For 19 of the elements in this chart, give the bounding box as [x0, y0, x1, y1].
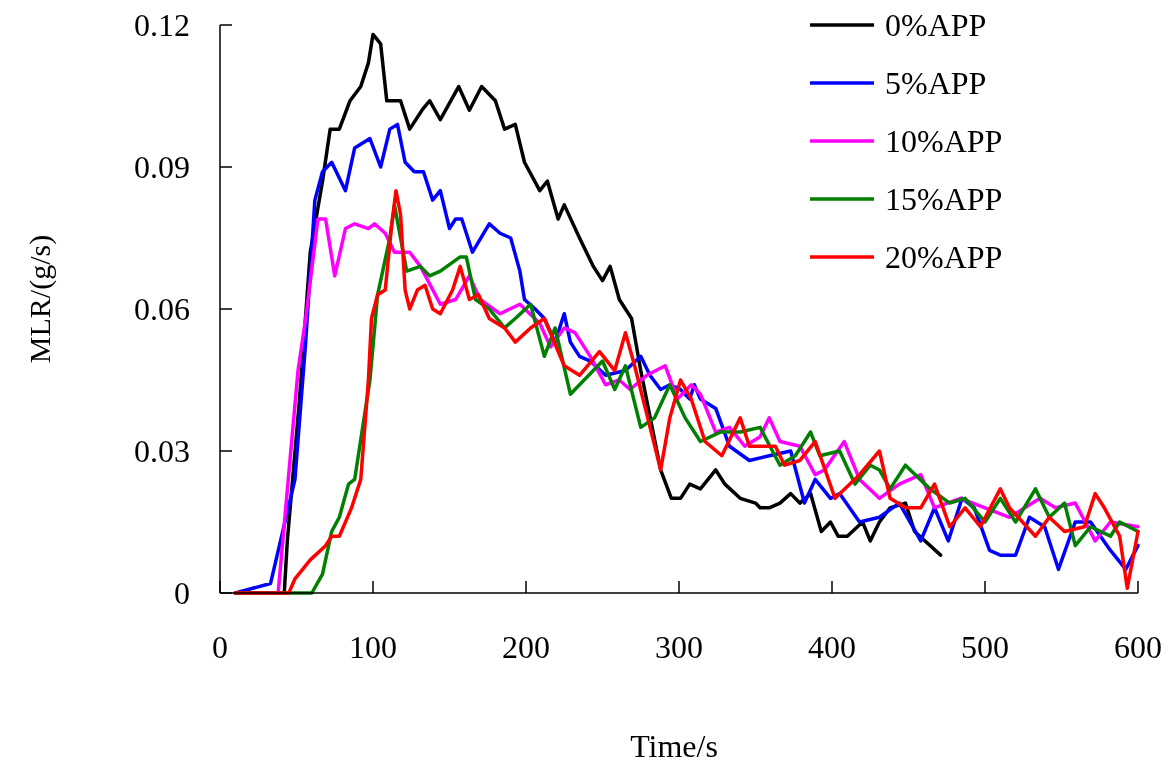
x-axis-title: Time/s: [630, 728, 718, 764]
x-tick-label: 400: [808, 629, 856, 665]
y-tick-label: 0: [174, 575, 190, 612]
x-tick-label: 100: [349, 629, 397, 665]
y-tick-label: 0.12: [134, 7, 190, 44]
y-tick-label: 0.09: [134, 149, 190, 186]
legend-label: 20%APP: [885, 239, 1003, 276]
y-axis-title: MLR/(g/s): [23, 234, 57, 364]
legend-label: 10%APP: [885, 123, 1003, 160]
x-tick-label: 500: [961, 629, 1009, 665]
legend-label: 15%APP: [885, 181, 1003, 218]
legend-label: 0%APP: [885, 7, 987, 44]
x-tick-label: 200: [502, 629, 550, 665]
x-tick-label: 0: [212, 629, 228, 665]
x-tick-label: 600: [1114, 629, 1162, 665]
y-tick-label: 0.06: [134, 291, 190, 328]
x-tick-label: 300: [655, 629, 703, 665]
y-tick-label: 0.03: [134, 433, 190, 470]
legend-label: 5%APP: [885, 65, 987, 102]
